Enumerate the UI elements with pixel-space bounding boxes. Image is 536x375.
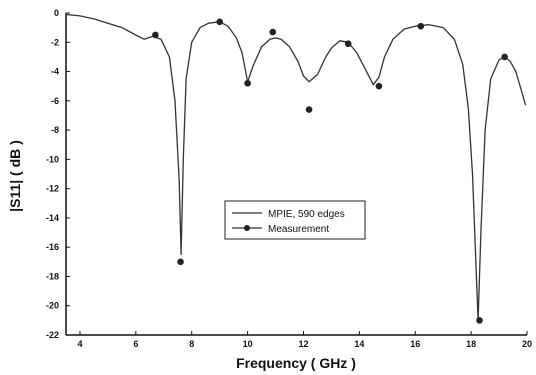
- series-layer: [65, 13, 527, 324]
- legend-label-measurement: Measurement: [268, 224, 329, 235]
- y-tick-label: -4: [51, 67, 59, 77]
- y-tick-label: -16: [46, 242, 59, 252]
- y-tick-label: -8: [51, 125, 59, 135]
- y-tick-label: -14: [46, 213, 59, 223]
- x-tick-label: 8: [189, 339, 194, 349]
- measurement-point: [152, 31, 159, 39]
- x-axis-title: Frequency ( GHz ): [236, 355, 356, 371]
- legend-label-mpie: MPIE, 590 edges: [268, 209, 345, 220]
- y-tick-label: -2: [51, 37, 59, 47]
- series-line-mpie: [65, 13, 527, 322]
- measurement-point: [375, 82, 383, 90]
- x-tick-label: 6: [133, 339, 138, 349]
- y-tick-label: -22: [46, 330, 59, 340]
- measurement-point: [417, 22, 425, 30]
- x-tick-label: 18: [466, 339, 476, 349]
- measurement-point: [476, 317, 483, 324]
- x-tick-label: 20: [522, 339, 532, 349]
- measurement-point: [344, 40, 352, 48]
- measurement-point: [177, 258, 184, 266]
- y-tick-label: 0: [54, 8, 59, 18]
- measurement-point: [216, 18, 223, 26]
- y-axis-title: |S11| ( dB ): [7, 140, 23, 212]
- y-tick-label: -20: [46, 301, 59, 311]
- legend-marker-swatch: [244, 225, 250, 231]
- x-tick-label: 12: [298, 339, 308, 349]
- x-tick-label: 16: [410, 339, 420, 349]
- y-tick-label: -12: [46, 184, 59, 194]
- x-tick-label: 10: [243, 339, 253, 349]
- axes: [65, 13, 527, 336]
- x-tick-label: 4: [77, 339, 82, 349]
- measurement-point: [501, 53, 508, 61]
- y-ticks: 0 -2 -4 -6 -8 -10 -12 -14 -16 -18 -20 -22: [46, 8, 70, 340]
- measurement-point: [305, 106, 313, 113]
- y-tick-label: -6: [51, 96, 59, 106]
- measurement-point: [244, 79, 251, 87]
- legend: MPIE, 590 edges Measurement: [224, 200, 366, 240]
- x-ticks: 4 6 8 10 12 14 16 18 20: [77, 331, 532, 349]
- legend-box: [224, 200, 366, 240]
- y-tick-label: -10: [46, 154, 59, 164]
- measurement-point: [269, 28, 277, 36]
- y-tick-label: -18: [46, 271, 59, 281]
- x-tick-label: 14: [354, 339, 364, 349]
